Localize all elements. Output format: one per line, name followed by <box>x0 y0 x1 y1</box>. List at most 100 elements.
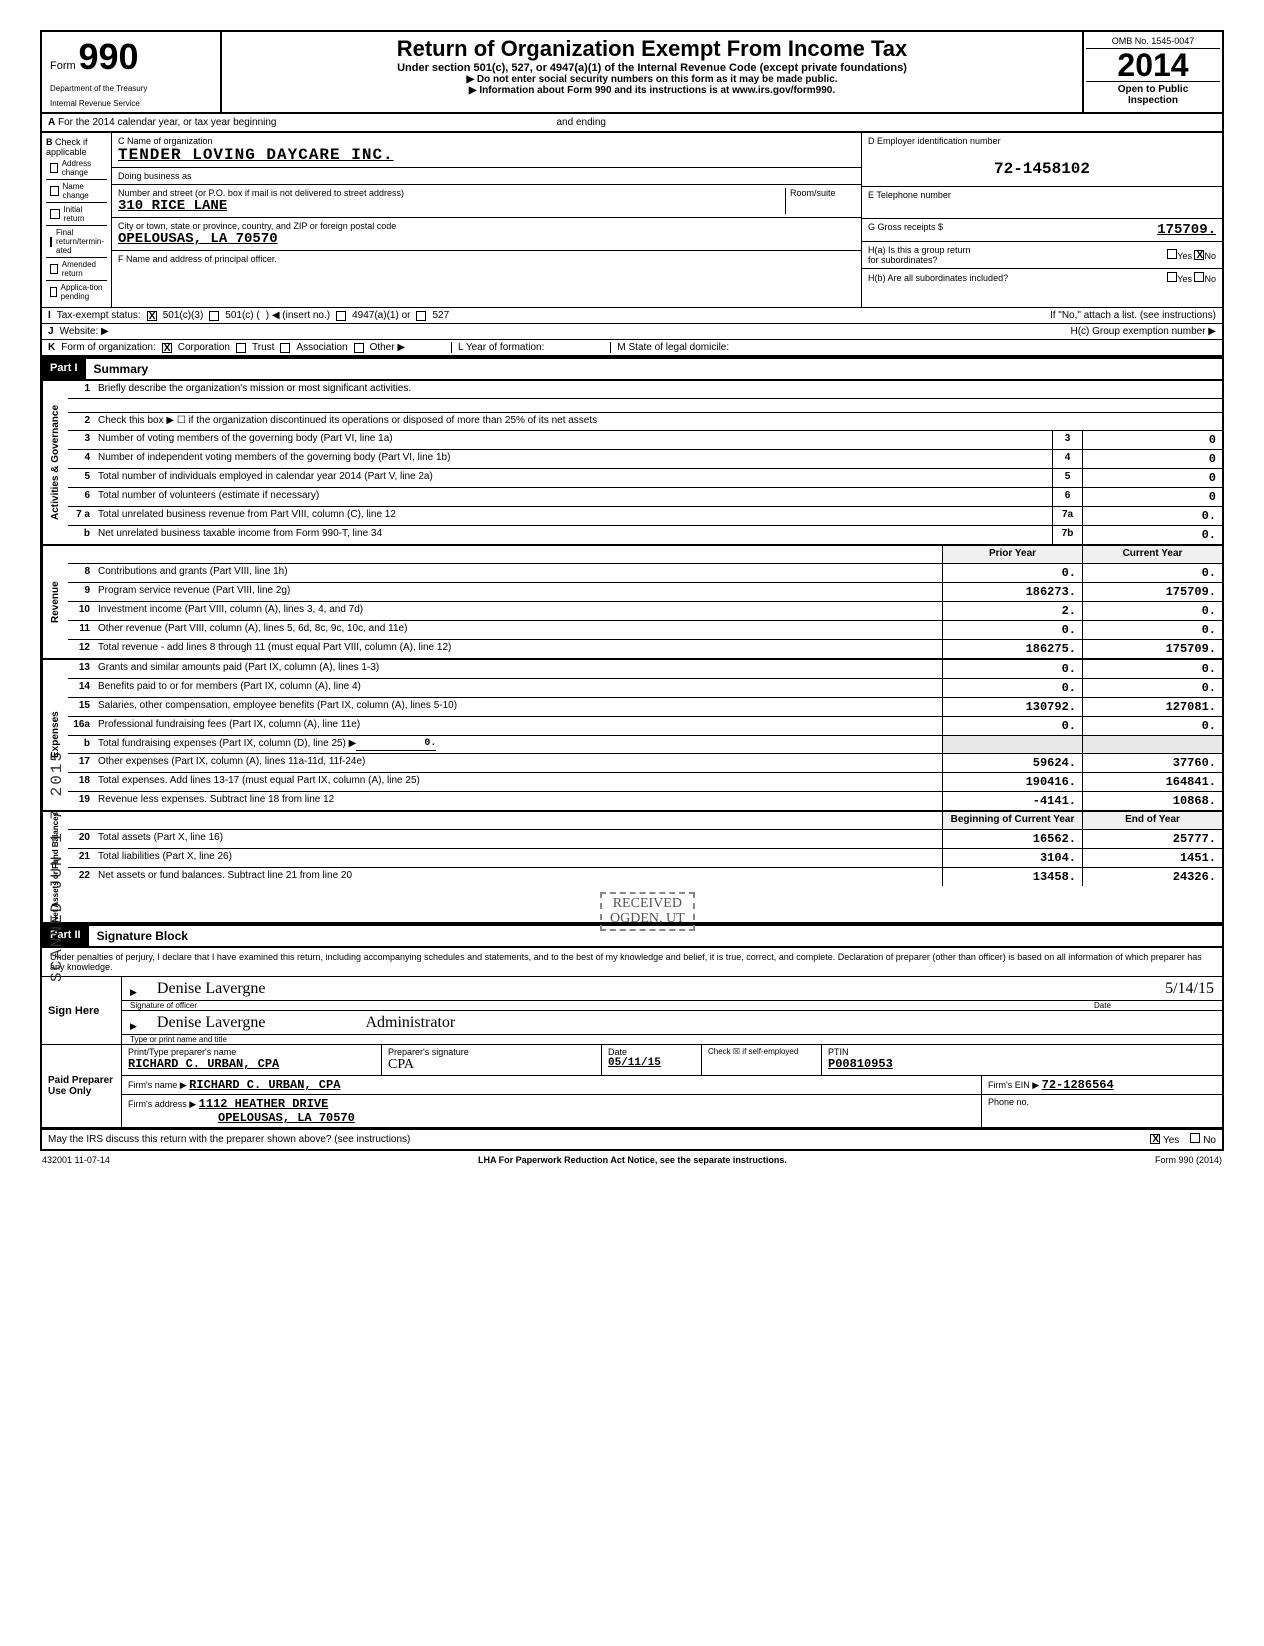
hc-label: H(c) Group exemption number ▶ <box>1070 326 1216 337</box>
lbl-amended: Amended return <box>62 260 103 278</box>
m-label: M State of legal domicile: <box>610 342 729 353</box>
part-2-title: Signature Block <box>89 926 196 946</box>
officer-title: Administrator <box>365 1014 455 1032</box>
line-12: Total revenue - add lines 8 through 11 (… <box>94 640 942 658</box>
chk-501c[interactable] <box>209 311 219 321</box>
k-label: K <box>48 342 55 353</box>
sign-here-label: Sign Here <box>42 977 122 1044</box>
firm-ein: 72-1286564 <box>1042 1078 1114 1092</box>
ha-no: No <box>1204 251 1216 261</box>
summary-expenses: Expenses 13Grants and similar amounts pa… <box>40 658 1224 810</box>
chk-address[interactable] <box>50 163 58 173</box>
chk-4947[interactable] <box>336 311 346 321</box>
line-11: Other revenue (Part VIII, column (A), li… <box>94 621 942 639</box>
section-bcdefgh: B Check if applicable Address change Nam… <box>40 131 1224 307</box>
val-8p: 0. <box>942 564 1082 582</box>
chk-discuss-no[interactable] <box>1190 1133 1200 1143</box>
footer-code: 432001 11-07-14 <box>42 1155 110 1165</box>
line-20: Total assets (Part X, line 16) <box>94 830 942 848</box>
street: 310 RICE LANE <box>118 198 785 214</box>
vert-revenue: Revenue <box>42 546 68 658</box>
val-13p: 0. <box>942 660 1082 678</box>
h-note: If "No," attach a list. (see instruction… <box>1050 310 1216 321</box>
line-7b: Net unrelated business taxable income fr… <box>94 526 1052 544</box>
chk-hb-no[interactable] <box>1194 272 1204 282</box>
chk-trust[interactable] <box>236 343 246 353</box>
val-7b: 0. <box>1082 526 1222 544</box>
val-6: 0 <box>1082 488 1222 506</box>
row-a-text: For the 2014 calendar year, or tax year … <box>58 117 276 128</box>
form-subtitle: Under section 501(c), 527, or 4947(a)(1)… <box>230 62 1074 74</box>
vert-activities: Activities & Governance <box>42 381 68 544</box>
f-label: F Name and address of principal officer. <box>112 251 861 281</box>
chk-501c3[interactable] <box>147 311 157 321</box>
tax-year: 2014 <box>1086 49 1220 81</box>
ptin-label: PTIN <box>828 1047 1216 1057</box>
val-9c: 175709. <box>1082 583 1222 601</box>
chk-ha-yes[interactable] <box>1167 249 1177 259</box>
hdr-current: Current Year <box>1082 546 1222 563</box>
chk-name[interactable] <box>50 186 59 196</box>
prep-date: 05/11/15 <box>608 1057 695 1069</box>
line-4: Number of independent voting members of … <box>94 450 1052 468</box>
val-11p: 0. <box>942 621 1082 639</box>
ha-label: H(a) Is this a group return <box>868 245 971 255</box>
chk-final[interactable] <box>50 237 52 247</box>
line-7a: Total unrelated business revenue from Pa… <box>94 507 1052 525</box>
ha2-label: for subordinates? <box>868 255 938 265</box>
firm-name: RICHARD C. URBAN, CPA <box>189 1078 340 1092</box>
chk-assoc[interactable] <box>280 343 290 353</box>
name-label: Type or print name and title <box>122 1035 1222 1044</box>
discuss-no: No <box>1203 1135 1216 1146</box>
line-2: Check this box ▶ ☐ if the organization d… <box>94 413 1222 430</box>
paid-prep-label: Paid Preparer Use Only <box>42 1045 122 1127</box>
date-label: Date <box>1094 1001 1214 1010</box>
prep-signature: CPA <box>388 1057 595 1073</box>
row-a-ending: and ending <box>557 117 607 128</box>
j-text: Website: ▶ <box>60 326 109 337</box>
chk-ha-no[interactable] <box>1194 250 1204 260</box>
val-13c: 0. <box>1082 660 1222 678</box>
chk-application[interactable] <box>50 287 57 297</box>
chk-hb-yes[interactable] <box>1167 272 1177 282</box>
chk-527[interactable] <box>416 311 426 321</box>
l-label: L Year of formation: <box>451 342 544 353</box>
city-label: City or town, state or province, country… <box>118 221 855 231</box>
vert-expenses: Expenses <box>42 660 68 810</box>
prep-date-label: Date <box>608 1047 695 1057</box>
val-10c: 0. <box>1082 602 1222 620</box>
dept-treasury: Department of the Treasury <box>50 84 212 93</box>
opt-4947: 4947(a)(1) or <box>352 310 410 321</box>
val-7a: 0. <box>1082 507 1222 525</box>
ein: 72-1458102 <box>868 160 1216 178</box>
val-12p: 186275. <box>942 640 1082 658</box>
val-17p: 59624. <box>942 754 1082 772</box>
lbl-name: Name change <box>63 182 104 200</box>
chk-amended[interactable] <box>50 264 58 274</box>
chk-discuss-yes[interactable] <box>1150 1134 1160 1144</box>
prep-name-label: Print/Type preparer's name <box>128 1047 375 1057</box>
e-label: E Telephone number <box>862 187 1222 219</box>
check-if-label: Check if applicable <box>46 137 88 157</box>
ssn-warning: ▶ Do not enter social security numbers o… <box>230 74 1074 85</box>
val-9p: 186273. <box>942 583 1082 601</box>
part-1-header-row: Part I Summary <box>40 357 1224 379</box>
line-16b: Total fundraising expenses (Part IX, col… <box>98 738 356 751</box>
line-9: Program service revenue (Part VIII, line… <box>94 583 942 601</box>
val-14p: 0. <box>942 679 1082 697</box>
chk-initial[interactable] <box>50 209 60 219</box>
opt-corp: Corporation <box>178 342 230 353</box>
ha-yes: Yes <box>1177 251 1192 261</box>
val-15p: 130792. <box>942 698 1082 716</box>
opt-other: Other ▶ <box>370 342 405 353</box>
chk-corp[interactable] <box>162 343 172 353</box>
i-label: I <box>48 310 51 321</box>
hb-yes: Yes <box>1177 274 1192 284</box>
line-19: Revenue less expenses. Subtract line 18 … <box>94 792 942 810</box>
val-20p: 16562. <box>942 830 1082 848</box>
hdr-begin: Beginning of Current Year <box>942 812 1082 829</box>
chk-other[interactable] <box>354 343 364 353</box>
discuss-yes: Yes <box>1163 1135 1179 1146</box>
k-text: Form of organization: <box>61 342 156 353</box>
line-1: Briefly describe the organization's miss… <box>94 381 1222 398</box>
